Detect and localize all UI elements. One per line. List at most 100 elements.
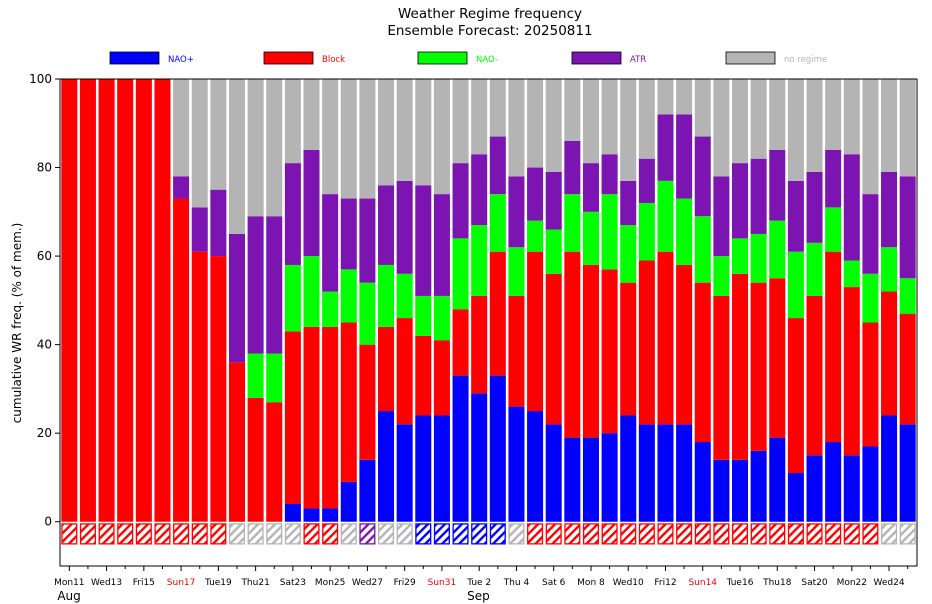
bar-segment: [601, 433, 618, 522]
bar-segment: [564, 251, 581, 438]
bar-segment: [881, 79, 898, 172]
dominant-regime-box: [452, 523, 469, 545]
dominant-regime-box: [396, 523, 413, 545]
bar-segment: [284, 163, 301, 265]
bar-segment: [322, 79, 339, 195]
dominant-regime-box: [284, 523, 301, 545]
dominant-regime-box: [415, 523, 432, 545]
bar-segment: [694, 136, 711, 217]
bar-segment: [620, 282, 637, 416]
bar-segment: [657, 424, 674, 522]
bar-segment: [135, 79, 152, 522]
x-tick-label: Fri12: [654, 578, 676, 588]
month-label: Sep: [467, 589, 490, 603]
legend-label: NAO+: [168, 55, 194, 65]
bar-segment: [713, 256, 730, 296]
bar-segment: [676, 114, 693, 199]
bar-segment: [396, 424, 413, 522]
dominant-regime-box: [713, 523, 730, 545]
bar-segment: [322, 508, 339, 522]
bar-segment: [881, 171, 898, 248]
y-tick-label: 60: [37, 249, 52, 263]
bar-segment: [452, 79, 469, 164]
dominant-regime-box: [61, 523, 78, 545]
bar-segment: [191, 207, 208, 252]
bar-segment: [825, 149, 842, 208]
bar-segment: [266, 353, 283, 403]
bar-segment: [210, 256, 227, 522]
bar-segment: [322, 291, 339, 327]
bar-segment: [657, 251, 674, 425]
bar-segment: [825, 79, 842, 150]
bar-segment: [471, 225, 488, 296]
x-tick-label: Mon22: [837, 578, 867, 588]
bar-segment: [527, 411, 544, 522]
bar-segment: [750, 282, 767, 451]
bar-segment: [769, 278, 786, 438]
bar-segment: [284, 504, 301, 522]
x-tick-label: Sat 6: [542, 578, 566, 588]
bar-segment: [825, 251, 842, 443]
dominant-regime-box: [825, 523, 842, 545]
dominant-regime-box: [638, 523, 655, 545]
dominant-regime-box: [694, 523, 711, 545]
dominant-regime-box: [191, 523, 208, 545]
bar-segment: [415, 335, 432, 416]
bar-segment: [601, 194, 618, 270]
bar-segment: [378, 264, 395, 327]
bar-segment: [732, 238, 749, 274]
bar-segment: [843, 287, 860, 456]
bar-segment: [415, 79, 432, 186]
bar-segment: [471, 295, 488, 394]
bar-segment: [247, 353, 264, 398]
bar-segment: [620, 180, 637, 226]
dominant-regime-box: [433, 523, 450, 545]
bar-segment: [378, 326, 395, 412]
bar-segment: [545, 171, 562, 230]
x-tick-label: Sun17: [167, 578, 196, 588]
x-tick-label: Tue 2: [466, 578, 491, 588]
bar-segment: [787, 251, 804, 319]
bar-segment: [415, 185, 432, 296]
dominant-regime-box: [210, 523, 227, 545]
dominant-regime-box: [247, 523, 264, 545]
dominant-regime-box: [173, 523, 190, 545]
bar-segment: [769, 149, 786, 221]
bar-segment: [601, 79, 618, 155]
dominant-regime-box: [806, 523, 823, 545]
bar-segment: [638, 424, 655, 522]
legend-label: NAO-: [476, 55, 498, 65]
bar-segment: [676, 264, 693, 425]
bar-segment: [638, 79, 655, 159]
bar-segment: [359, 344, 376, 460]
bar-segment: [247, 397, 264, 522]
bar-segment: [191, 251, 208, 522]
bar-segment: [638, 158, 655, 203]
x-tick-label: Mon11: [54, 578, 84, 588]
dominant-regime-box: [359, 523, 376, 545]
bar-segment: [564, 194, 581, 252]
bar-segment: [787, 79, 804, 181]
dominant-regime-box: [340, 523, 357, 545]
bar-segment: [266, 79, 283, 217]
bar-segment: [657, 79, 674, 115]
bar-segment: [359, 282, 376, 345]
bar-segment: [806, 79, 823, 172]
bar-segment: [843, 79, 860, 155]
dominant-regime-strip: [61, 523, 916, 545]
legend-swatch: [725, 51, 776, 65]
bar-segment: [713, 79, 730, 177]
bar-segment: [452, 163, 469, 239]
bar-segment: [247, 216, 264, 354]
bar-segment: [284, 331, 301, 505]
dominant-regime-box: [79, 523, 96, 545]
bar-segment: [79, 79, 96, 522]
bar-segment: [191, 79, 208, 208]
y-tick-label: 0: [44, 515, 52, 529]
bar-segment: [340, 79, 357, 199]
x-tick-label: Tue16: [726, 578, 754, 588]
dominant-regime-box: [657, 523, 674, 545]
bar-segment: [527, 251, 544, 412]
bar-segment: [340, 198, 357, 270]
dominant-regime-box: [527, 523, 544, 545]
